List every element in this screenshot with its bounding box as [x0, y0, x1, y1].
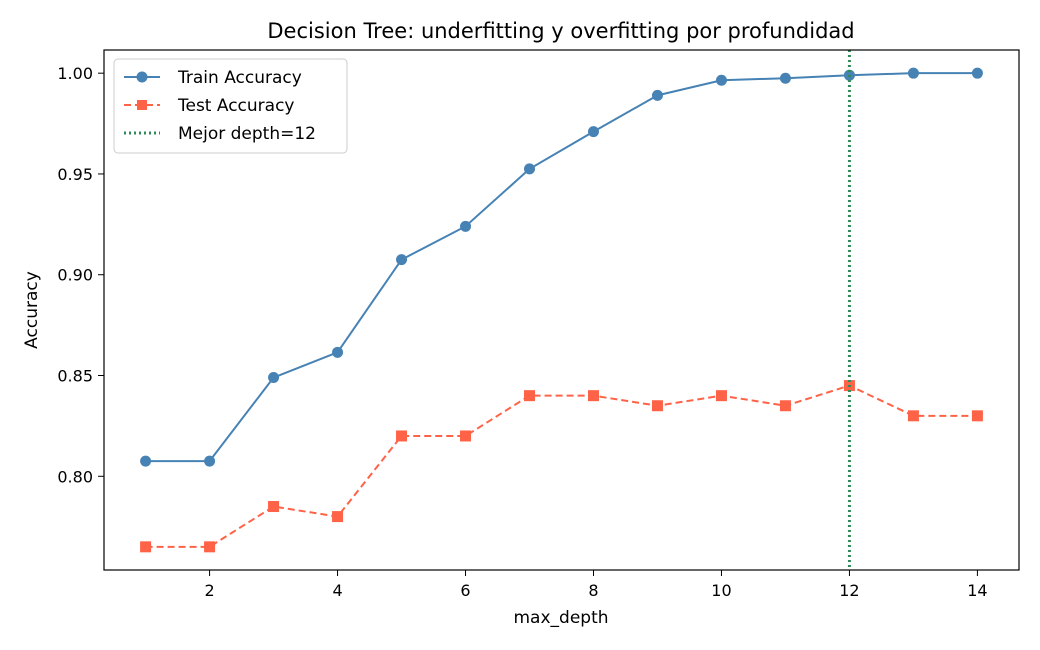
- legend-label-best-depth: Mejor depth=12: [178, 124, 316, 144]
- data-point-train: [715, 74, 727, 86]
- x-tick-label: 2: [204, 581, 214, 600]
- x-tick-label: 8: [588, 581, 598, 600]
- x-tick-label: 14: [967, 581, 987, 600]
- legend-marker-test: [137, 100, 147, 110]
- axes-frame: [103, 49, 1020, 571]
- plot-area: [140, 50, 983, 570]
- data-point-train: [140, 455, 152, 467]
- x-axis: 2 4 6 8 10 12 14: [204, 570, 988, 600]
- y-tick-label: 0.95: [57, 165, 93, 184]
- x-axis-label: max_depth: [513, 608, 608, 628]
- y-axis-label: Accuracy: [22, 271, 42, 349]
- y-tick-label: 0.80: [57, 467, 93, 486]
- chart-title: Decision Tree: underfitting y overfittin…: [267, 19, 854, 43]
- legend-label-train: Train Accuracy: [177, 68, 302, 88]
- data-point-train: [268, 372, 280, 384]
- data-point-test: [460, 430, 472, 442]
- data-point-test: [332, 511, 344, 523]
- y-tick-label: 1.00: [57, 64, 93, 83]
- legend-label-test: Test Accuracy: [177, 96, 295, 116]
- data-point-test: [651, 400, 663, 412]
- data-point-test: [396, 430, 408, 442]
- y-tick-label: 0.85: [57, 367, 93, 386]
- data-point-train: [332, 346, 344, 358]
- data-point-test: [204, 541, 216, 553]
- data-point-test: [971, 410, 983, 422]
- data-point-train: [907, 67, 919, 79]
- x-tick-label: 6: [460, 581, 470, 600]
- data-point-test: [140, 541, 152, 553]
- x-tick-label: 12: [839, 581, 859, 600]
- data-point-train: [524, 163, 536, 175]
- data-point-train: [587, 126, 599, 138]
- data-point-train: [779, 72, 791, 84]
- data-point-test: [779, 400, 791, 412]
- y-axis: 0.80 0.85 0.90 0.95 1.00: [57, 64, 104, 486]
- data-point-test: [715, 390, 727, 402]
- data-point-train: [204, 455, 216, 467]
- legend: Train Accuracy Test Accuracy Mejor depth…: [113, 58, 348, 154]
- data-point-train: [651, 89, 663, 101]
- data-point-test: [587, 390, 599, 402]
- data-point-train: [460, 220, 472, 232]
- data-point-test: [907, 410, 919, 422]
- data-point-train: [396, 254, 408, 266]
- series-line-test: [145, 384, 978, 548]
- data-point-test: [524, 390, 536, 402]
- x-tick-label: 4: [332, 581, 342, 600]
- series-line-train: [145, 72, 978, 463]
- x-tick-label: 10: [711, 581, 731, 600]
- data-point-train: [971, 67, 983, 79]
- legend-marker-train: [136, 71, 148, 83]
- data-point-test: [268, 501, 280, 513]
- y-tick-label: 0.90: [57, 266, 93, 285]
- legend-box: [113, 58, 348, 154]
